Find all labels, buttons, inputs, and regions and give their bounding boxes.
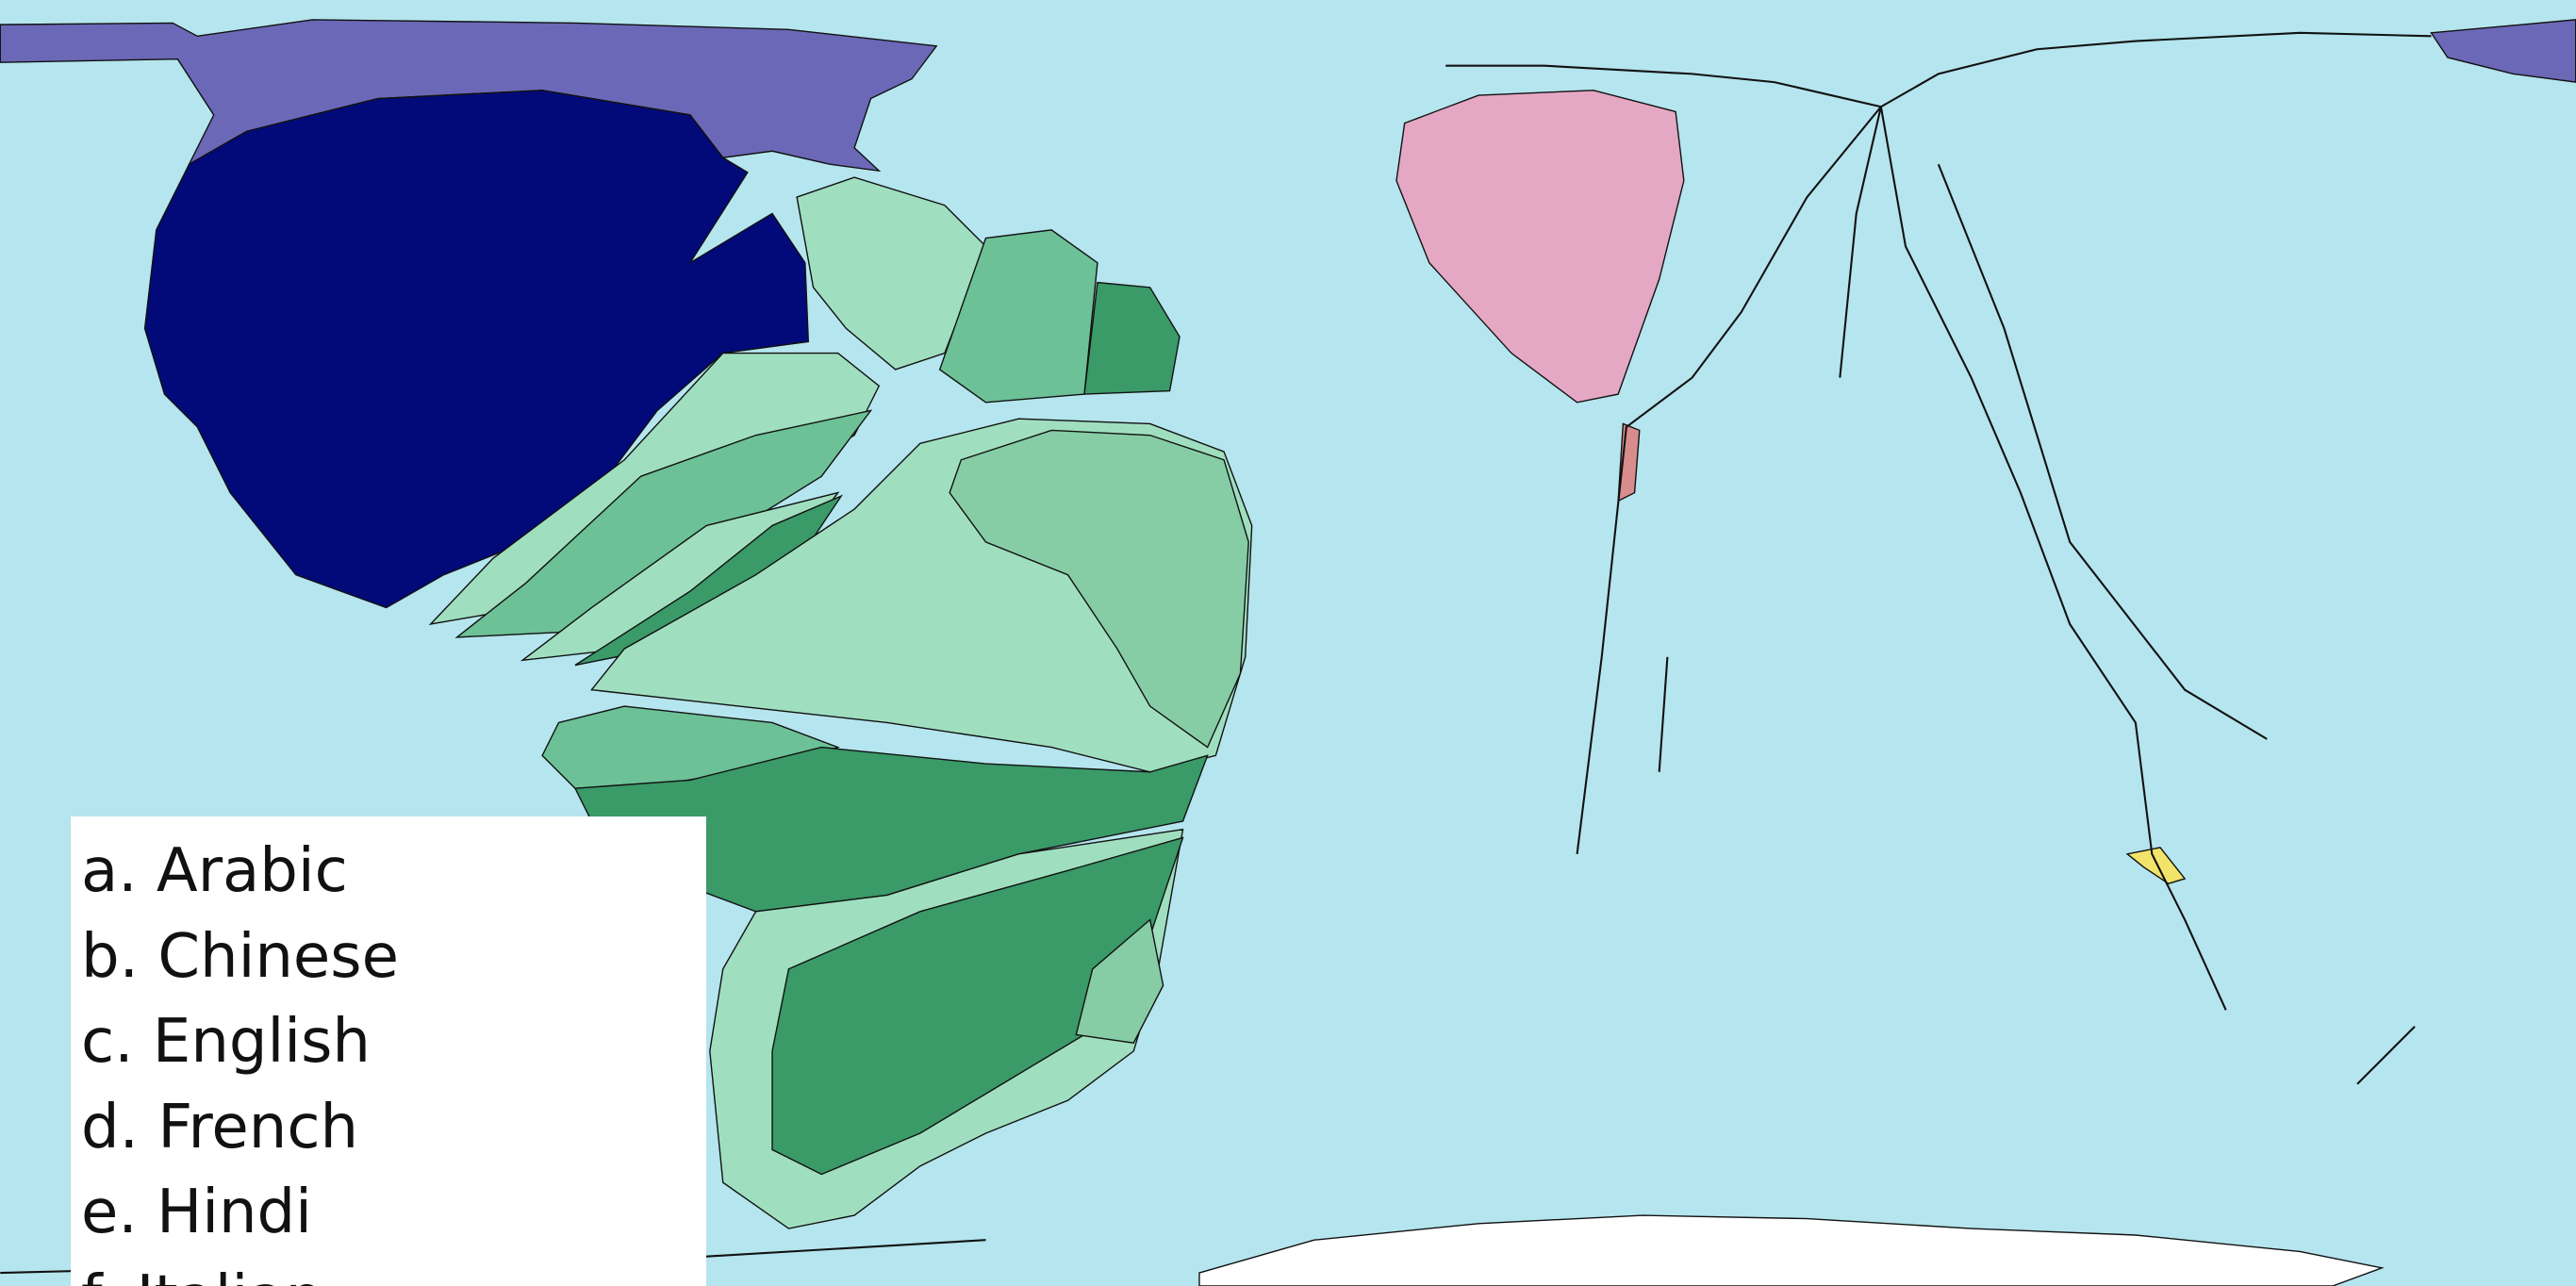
outline: [1839, 106, 1882, 378]
region: [771, 836, 1184, 1176]
legend-item: d. French: [81, 1092, 359, 1162]
legend-item: e. Hindi: [81, 1178, 312, 1247]
region: [0, 19, 938, 173]
region: [1083, 281, 1181, 395]
region: [2430, 19, 2576, 83]
regions: [0, 19, 2576, 1286]
region: [2125, 847, 2187, 884]
legend-item: a. Arabic: [81, 836, 348, 906]
legend-box: a. Arabic b. Chinese c. English d. Frenc…: [71, 816, 706, 1286]
region: [1617, 422, 1641, 503]
legend-item: f. Italian: [71, 1256, 706, 1286]
legend-item: b. Chinese: [81, 921, 399, 992]
region: [1198, 1214, 2385, 1286]
region: [1395, 90, 1685, 404]
outline: [1937, 163, 2268, 740]
outline: [2356, 1026, 2416, 1085]
outline: [1880, 31, 2432, 108]
outline: [1879, 107, 2227, 1011]
outline: [1576, 106, 1882, 854]
legend-item: c. English: [81, 1007, 371, 1077]
region: [1075, 918, 1164, 1044]
outline: [1445, 64, 1882, 108]
region: [949, 429, 1249, 749]
region: [143, 90, 810, 609]
region: [796, 176, 987, 371]
outline: [1658, 656, 1669, 772]
